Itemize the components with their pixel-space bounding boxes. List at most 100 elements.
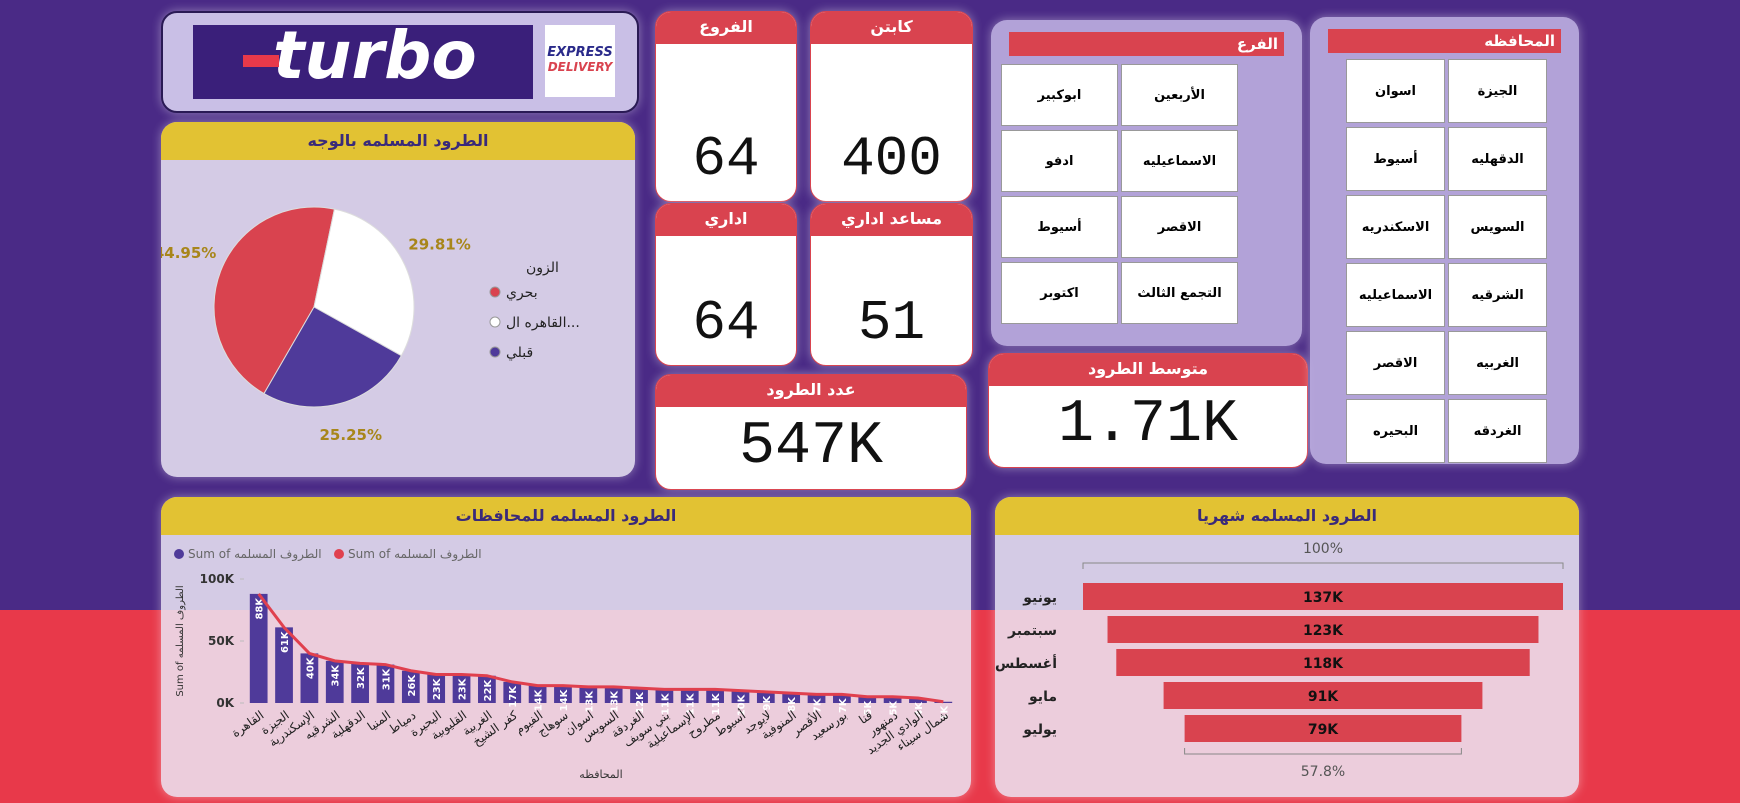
bar-label: 88K: [255, 597, 266, 620]
slicer-item[interactable]: الاسماعيليه: [1346, 263, 1445, 327]
panel-header: [161, 497, 971, 535]
funnel-value: 137K: [1303, 590, 1344, 606]
kpi-card: عدد الطرود 547K: [655, 374, 967, 490]
bar-label: 17K: [508, 685, 519, 708]
y-axis-title: Sum of الطروف المسلمه: [175, 585, 186, 696]
slicer-item[interactable]: البحيره: [1346, 399, 1445, 463]
slicer-item[interactable]: الاقصر: [1346, 331, 1445, 395]
bar: [934, 701, 953, 703]
pie-slice: [313, 208, 415, 357]
funnel-category: سبتمبر: [1007, 623, 1057, 639]
funnel-bar: [1107, 616, 1539, 643]
slicer-item[interactable]: ابوكبير: [1001, 64, 1118, 126]
card-title: كابتن: [811, 12, 972, 44]
funnel-value: 123K: [1303, 623, 1344, 639]
chart-svg: الطرود المسلمه شهريا 100% 137K يونيو 123K سبت…: [995, 497, 1579, 780]
bar-label: 13K: [610, 690, 621, 713]
bar: [300, 653, 319, 703]
bar-label: 32K: [356, 666, 367, 689]
bar: [401, 670, 420, 703]
slicer: المحافظه الجيزة اسوان الدقهليه أسيوط السويس ال…: [1310, 17, 1579, 464]
funnel-category: يوليو: [1022, 722, 1057, 738]
bar-label: 11K: [686, 692, 697, 715]
pie-label: 44.95%: [161, 244, 216, 262]
bar: [680, 689, 699, 703]
legend-dot: [489, 316, 501, 328]
slicer-item[interactable]: الغربيه: [1448, 331, 1547, 395]
logo-text: turbo: [273, 17, 477, 94]
kpi-card: الفروع 64: [655, 11, 797, 202]
legend-dot: [174, 549, 184, 559]
bar: [503, 681, 522, 703]
slicer-item[interactable]: الجيزة: [1448, 59, 1547, 123]
kpi-card: اداري 64: [655, 203, 797, 366]
funnel-top-label: 100%: [1303, 541, 1343, 557]
bar: [604, 686, 623, 703]
card-title: متوسط الطرود: [989, 354, 1307, 386]
bar: [655, 689, 674, 703]
bar: [807, 694, 826, 703]
slicer-item[interactable]: الغردقه: [1448, 399, 1547, 463]
legend-label: Sum of الطروف المسلمه: [348, 547, 482, 562]
bar: [630, 688, 648, 703]
bar-label: 26K: [407, 674, 418, 697]
chart-svg: الطرود المسلمه بالوجه 44.95% 29.81% 25.25% ا…: [161, 122, 635, 444]
bar: [351, 663, 369, 703]
slicer-item[interactable]: ادفو: [1001, 130, 1118, 192]
pie-slice: [263, 306, 403, 408]
card-title: الفروع: [656, 12, 796, 44]
funnel-value: 118K: [1303, 656, 1344, 672]
panel-title: الطرود المسلمه للمحافظات: [456, 506, 677, 525]
bar: [249, 593, 268, 703]
funnel-category: مايو: [1028, 689, 1057, 705]
slicer-item[interactable]: الدقهليه: [1448, 127, 1547, 191]
y-tick-label: 0K: [216, 696, 234, 710]
card-title: مساعد اداري: [811, 204, 972, 236]
slicer-item[interactable]: الأربعين: [1121, 64, 1238, 126]
legend-label: قبلي: [506, 345, 533, 361]
slicer-item[interactable]: أسيوط: [1001, 196, 1118, 258]
pie-panel: الطرود المسلمه بالوجه 44.95% 29.81% 25.25% ا…: [161, 122, 635, 477]
funnel-bar: [1116, 649, 1530, 676]
bar: [909, 698, 927, 703]
slicer-title: الفرع: [1009, 32, 1284, 56]
badge: EXPRESS DELIVERY: [545, 25, 615, 97]
slicer-item[interactable]: الشرقيه: [1448, 263, 1547, 327]
bar-label: 5K: [889, 700, 900, 716]
slicer: الفرع الأربعين ابوكبير الاسماعيليه ادفو الاقص…: [991, 20, 1302, 346]
legend-dot: [489, 286, 501, 298]
chart-svg: الطرود المسلمه للمحافظات Sum of الطروف ال…: [161, 497, 971, 781]
slicer-item[interactable]: السويس: [1448, 195, 1547, 259]
panel-header: [161, 122, 635, 160]
bar-label: 1K: [939, 705, 950, 721]
bar-label: 23K: [432, 677, 443, 700]
legend-dot: [334, 549, 344, 559]
bracket: [1184, 748, 1462, 755]
bar-label: 11K: [711, 692, 722, 715]
slicer-item[interactable]: التجمع الثالث: [1121, 262, 1238, 324]
bar-label: 7K: [813, 697, 824, 713]
bar-label: 12K: [635, 691, 646, 714]
panel-title: الطرود المسلمه شهريا: [1197, 506, 1377, 525]
pie-slice: [213, 206, 336, 395]
slicer-item[interactable]: أسيوط: [1346, 127, 1445, 191]
slicer-item[interactable]: الاقصر: [1121, 196, 1238, 258]
slicer-item[interactable]: اسوان: [1346, 59, 1445, 123]
slicer-item[interactable]: الاسماعيليه: [1121, 130, 1238, 192]
bar-label: 8K: [787, 696, 798, 712]
kpi-card: مساعد اداري 51: [810, 203, 973, 366]
funnel-category: أغسطس: [995, 654, 1057, 672]
bracket: [1082, 562, 1564, 569]
slicer-item[interactable]: الاسكندريه: [1346, 195, 1445, 259]
slicer-title: المحافظه: [1328, 29, 1561, 53]
bar-label: 4K: [914, 701, 925, 717]
panel-header: [995, 497, 1579, 535]
funnel-bar: [1184, 715, 1462, 742]
card-value: 400: [841, 127, 942, 191]
pie-label: 25.25%: [320, 426, 382, 444]
slicer-item[interactable]: اكتوبر: [1001, 262, 1118, 324]
bar: [528, 685, 547, 703]
bar-label: 14K: [559, 688, 570, 711]
legend-label: بحري: [506, 285, 538, 301]
